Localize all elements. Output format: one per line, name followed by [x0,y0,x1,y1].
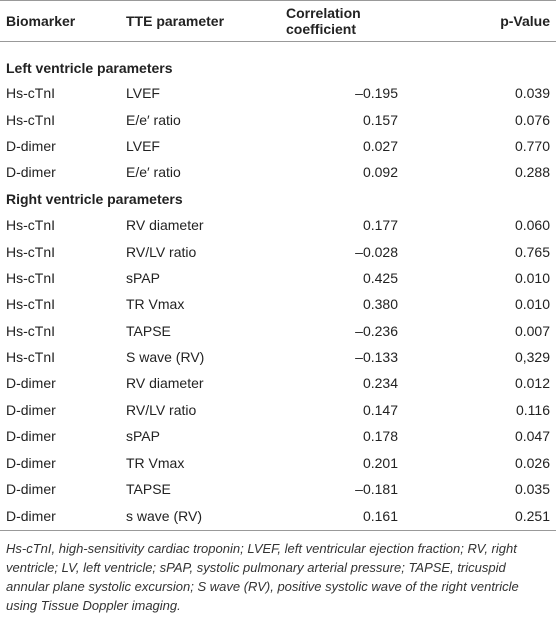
header-row: Biomarker TTE parameter Correlation coeffi… [0,0,556,42]
data-row: D-dimer TAPSE –0.181 0.035 [0,476,556,502]
biomarker: Hs-cTnI [6,217,55,234]
parameter: TR Vmax [126,454,185,471]
correlation: 0.234 [362,375,398,392]
parameter: sPAP [126,428,160,445]
parameter: RV diameter [126,217,204,234]
section-title: Left ventricle parameters [6,60,173,76]
p-value: 0.251 [404,502,556,532]
p-value: 0.035 [514,481,550,498]
correlation: –0.133 [355,349,398,366]
p-value: 0.116 [516,401,550,418]
data-row: D-dimer LVEF 0.027 0.770 [0,133,556,159]
biomarker: Hs-cTnI [6,269,55,286]
p-value: 0.039 [514,85,550,102]
section-row: Right ventricle parameters [0,186,556,212]
biomarker: Hs-cTnI [6,111,55,128]
data-row: Hs-cTnI TR Vmax 0.380 0.010 [0,291,556,317]
parameter: LVEF [126,85,160,102]
column-header: Biomarker [0,0,120,42]
p-value: 0.288 [514,164,550,181]
correlation: 0.178 [362,428,398,445]
parameter: s wave (RV) [120,502,280,532]
data-row: Hs-cTnI RV/LV ratio –0.028 0.765 [0,238,556,264]
parameter: E/e′ ratio [126,111,181,128]
data-row: Hs-cTnI E/e′ ratio 0.157 0.076 [0,106,556,132]
biomarker: D-dimer [6,375,56,392]
biomarker: Hs-cTnI [6,349,55,366]
parameter: TAPSE [126,322,171,339]
data-row: D-dimer RV diameter 0.234 0.012 [0,370,556,396]
correlation: 0.157 [362,111,398,128]
p-value: 0,329 [514,349,550,366]
p-value: 0.765 [514,243,550,260]
section-title: Right ventricle parameters [6,190,183,207]
data-row: Hs-cTnI sPAP 0.425 0.010 [0,265,556,291]
column-header: p-Value [404,0,556,42]
p-value: 0.010 [514,296,550,313]
data-table: Biomarker TTE parameter Correlation coeffi… [0,0,556,532]
correlation: 0.425 [362,269,398,286]
p-value: 0.060 [514,217,550,234]
data-row: D-dimer sPAP 0.178 0.047 [0,423,556,449]
correlation: 0.027 [362,137,398,154]
correlation: 0.177 [362,217,398,234]
data-row: D-dimer TR Vmax 0.201 0.026 [0,449,556,475]
column-header: Correlation coefficient [280,0,404,42]
p-value: 0.012 [514,375,550,392]
biomarker: Hs-cTnI [6,85,55,102]
table-body: Left ventricle parameters Hs-cTnI LVEF –0.1… [0,42,556,532]
p-value: 0.007 [514,322,550,339]
data-row: D-dimer RV/LV ratio 0.147 0.116 [0,397,556,423]
column-header: TTE parameter [120,0,280,42]
biomarker: D-dimer [6,428,56,445]
parameter: RV/LV ratio [126,243,197,260]
data-row: Hs-cTnI S wave (RV) –0.133 0,329 [0,344,556,370]
data-row: D-dimer E/e′ ratio 0.092 0.288 [0,159,556,185]
parameter: TAPSE [126,481,171,498]
correlation: 0.147 [362,401,398,418]
p-value: 0.026 [514,454,550,471]
section-row: Left ventricle parameters [0,42,556,81]
p-value: 0.770 [514,137,550,154]
correlation: –0.195 [355,85,398,102]
parameter: E/e′ ratio [126,164,181,181]
biomarker: Hs-cTnI [6,322,55,339]
parameter: RV diameter [126,375,204,392]
data-row: Hs-cTnI RV diameter 0.177 0.060 [0,212,556,238]
correlation: 0.161 [280,502,404,532]
data-row: Hs-cTnI TAPSE –0.236 0.007 [0,318,556,344]
correlation: 0.380 [362,296,398,313]
biomarker: D-dimer [6,137,56,154]
biomarker: D-dimer [6,454,56,471]
correlation: –0.028 [355,243,398,260]
correlation: –0.236 [355,322,398,339]
correlation: 0.092 [362,164,398,181]
parameter: TR Vmax [126,296,185,313]
parameter: LVEF [126,137,160,154]
p-value: 0.010 [514,269,550,286]
parameter: RV/LV ratio [126,401,197,418]
p-value: 0.076 [514,111,550,128]
biomarker: D-dimer [6,481,56,498]
correlation: –0.181 [355,481,398,498]
data-row: Hs-cTnI LVEF –0.195 0.039 [0,80,556,106]
biomarker: D-dimer [6,164,56,181]
correlation: 0.201 [362,454,398,471]
p-value: 0.047 [514,428,550,445]
data-row: D-dimer s wave (RV) 0.161 0.251 [0,502,556,532]
biomarker: D-dimer [6,401,56,418]
biomarker: Hs-cTnI [6,243,55,260]
biomarker: Hs-cTnI [6,296,55,313]
parameter: sPAP [126,269,160,286]
biomarker: D-dimer [0,502,120,532]
parameter: S wave (RV) [126,349,205,366]
footnote: Hs-cTnI, high-sensitivity cardiac tropon… [6,541,519,614]
